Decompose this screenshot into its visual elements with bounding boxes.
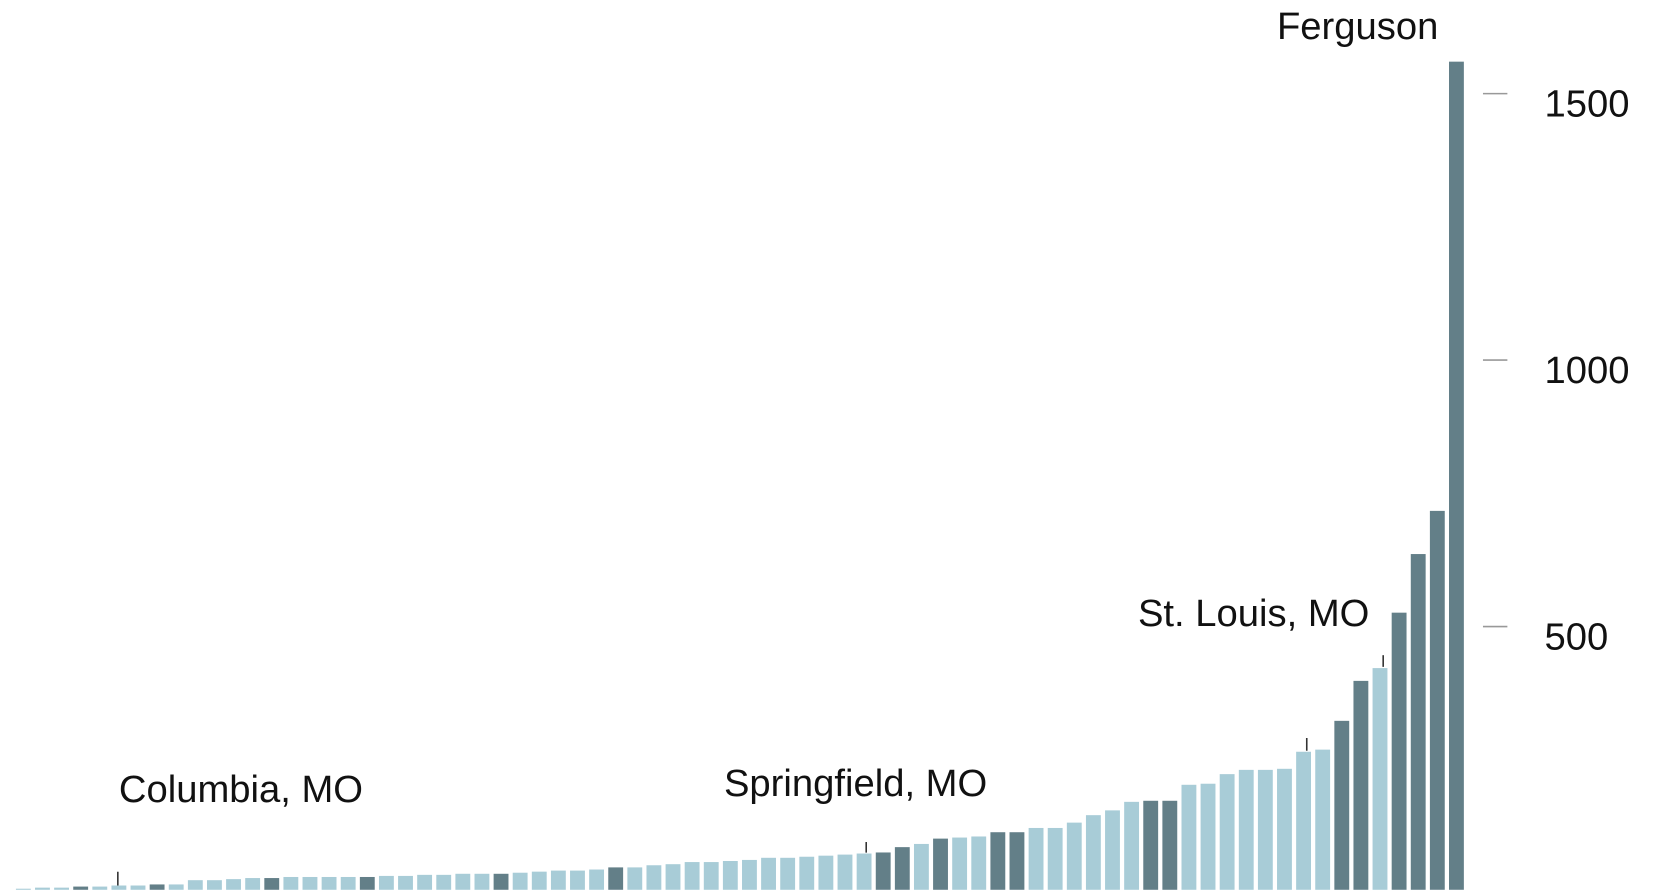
bar — [1105, 810, 1120, 890]
bar — [1219, 774, 1235, 890]
bar — [130, 885, 146, 890]
bar — [665, 864, 681, 890]
bar — [15, 888, 31, 890]
bar — [398, 875, 413, 890]
y-tick-label: 1000 — [1545, 349, 1630, 392]
bar — [1257, 769, 1273, 890]
bar — [1066, 822, 1082, 890]
y-tick-label: 1500 — [1545, 82, 1630, 125]
annotation: Columbia, MO — [119, 768, 363, 811]
bar — [149, 884, 165, 890]
bar — [474, 873, 490, 890]
bar — [512, 872, 528, 890]
bar — [1315, 749, 1331, 890]
bar — [799, 856, 815, 890]
bar — [226, 879, 241, 890]
bar — [1028, 827, 1044, 890]
annotation: Springfield, MO — [724, 762, 987, 805]
bar — [1124, 801, 1140, 890]
bar — [646, 865, 662, 890]
bar — [684, 862, 700, 890]
bar — [436, 874, 452, 890]
bar — [1009, 832, 1025, 890]
bar — [742, 859, 757, 890]
bar — [111, 885, 127, 890]
bar — [531, 871, 547, 890]
bar — [35, 887, 50, 890]
annotation: St. Louis, MO — [1138, 592, 1369, 635]
bar — [952, 837, 968, 890]
bar — [1162, 800, 1178, 890]
bar — [340, 876, 356, 890]
bar — [283, 876, 299, 890]
bar — [54, 887, 69, 890]
bar — [1181, 784, 1197, 890]
bar — [856, 853, 872, 890]
bar — [1277, 768, 1292, 890]
bar — [264, 878, 280, 890]
bar — [780, 857, 796, 890]
bar — [1238, 769, 1254, 890]
bar — [187, 880, 203, 890]
bar — [1047, 827, 1063, 890]
bar — [875, 852, 891, 890]
bar — [837, 854, 853, 890]
bar — [722, 860, 738, 890]
bar — [1410, 554, 1426, 890]
bar — [1200, 783, 1216, 890]
bar — [971, 836, 987, 890]
bar — [417, 874, 433, 890]
bar — [608, 867, 624, 890]
bar — [455, 873, 471, 890]
bar — [302, 876, 318, 890]
bar — [1334, 720, 1350, 890]
y-tick-label: 500 — [1545, 615, 1609, 658]
bar — [550, 870, 566, 890]
bar — [493, 873, 509, 890]
bar — [1353, 680, 1369, 890]
bar — [894, 847, 910, 890]
bar — [73, 886, 89, 890]
bar — [913, 843, 929, 890]
bar — [245, 878, 261, 890]
bar — [1391, 612, 1407, 890]
bar — [990, 832, 1006, 890]
bar — [1143, 800, 1159, 890]
bar — [207, 880, 222, 890]
bar — [1296, 751, 1311, 890]
bar — [321, 876, 337, 890]
bar — [761, 857, 776, 890]
bar — [703, 862, 719, 890]
annotation: Ferguson — [1277, 5, 1438, 48]
bar — [359, 876, 375, 890]
bar — [168, 884, 184, 890]
bar — [589, 869, 605, 890]
bar — [378, 875, 394, 890]
bar — [92, 886, 108, 890]
bar — [1085, 815, 1101, 890]
bar — [570, 870, 585, 890]
bar — [933, 838, 948, 890]
bar — [1449, 61, 1464, 890]
bar — [818, 855, 834, 890]
bar — [627, 867, 643, 890]
bar — [1372, 668, 1388, 890]
bar — [1429, 510, 1445, 890]
